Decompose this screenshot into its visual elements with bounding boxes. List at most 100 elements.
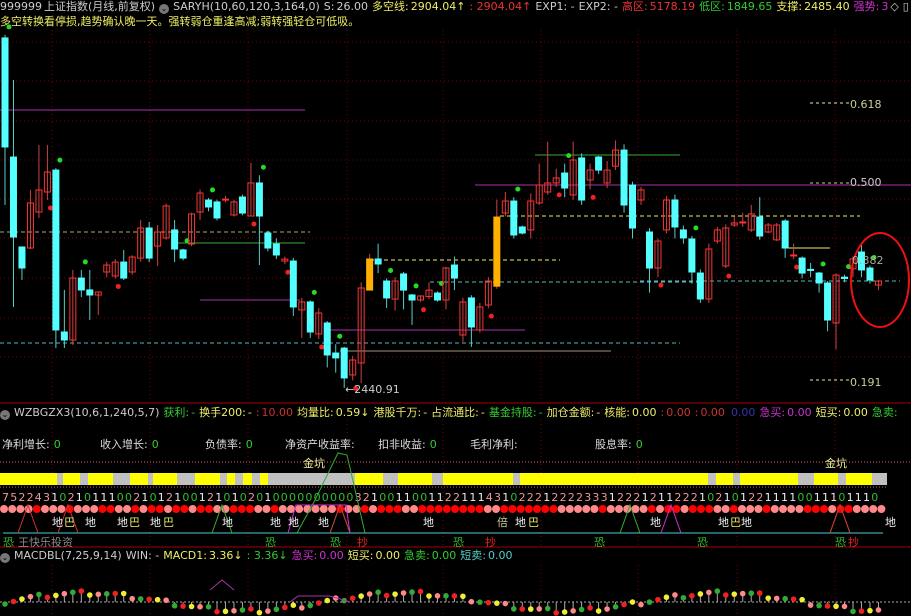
digit-mark: 1 bbox=[428, 491, 435, 504]
candle-body bbox=[94, 291, 102, 296]
green-diamond-marker bbox=[693, 225, 699, 231]
signal-dot bbox=[246, 505, 254, 513]
bao-label: 巴 bbox=[129, 516, 140, 529]
digit-mark: 0 bbox=[732, 491, 739, 504]
period-label: (月线,前复权) bbox=[88, 0, 156, 13]
chao-label: 抄 bbox=[848, 536, 859, 549]
digit-mark: 1 bbox=[502, 491, 509, 504]
candle-body bbox=[756, 216, 764, 237]
panel2-indicator-name[interactable]: WZBGZX3(10,6,1,240,5,7) bbox=[14, 406, 160, 419]
item-value: - bbox=[538, 406, 543, 419]
candle-body bbox=[111, 261, 119, 277]
state-bar-segment bbox=[63, 473, 80, 485]
low-label: 低区: bbox=[699, 0, 725, 13]
state-bar-segment bbox=[252, 473, 260, 485]
signal-dot bbox=[262, 505, 271, 513]
indicator-menu-icon[interactable]: ⌄ bbox=[0, 553, 10, 563]
digit-mark: 0 bbox=[338, 491, 345, 504]
item-value: 0.00 bbox=[666, 406, 691, 419]
macd-marker bbox=[61, 590, 68, 597]
candle-body bbox=[230, 201, 238, 216]
candle-body bbox=[798, 257, 806, 274]
candle-body bbox=[171, 229, 179, 250]
peak-line bbox=[660, 503, 682, 534]
candle-body bbox=[383, 280, 391, 299]
item-value: 0.59↓ bbox=[335, 406, 370, 419]
window-icon[interactable]: ▯ bbox=[902, 0, 909, 13]
candle-body bbox=[671, 199, 679, 228]
red-dot-marker bbox=[726, 273, 732, 279]
green-diamond-marker bbox=[337, 333, 343, 339]
macd-marker bbox=[867, 607, 873, 614]
signal-dot bbox=[49, 505, 58, 513]
digit-mark: 0 bbox=[256, 491, 263, 504]
digit-mark: 2 bbox=[650, 491, 657, 504]
digit-mark: 1 bbox=[642, 491, 649, 504]
candle-body bbox=[679, 229, 687, 239]
candle-body bbox=[188, 213, 196, 245]
fib-0618-label: 0.618 bbox=[850, 98, 882, 111]
signal-dot bbox=[369, 505, 377, 513]
candle-body bbox=[518, 226, 526, 234]
macd-marker bbox=[494, 600, 500, 606]
indicator-menu-icon[interactable]: ⌄ bbox=[0, 410, 10, 420]
digit-mark: 1 bbox=[666, 491, 673, 504]
digit-mark: 2 bbox=[363, 491, 370, 504]
candle-body bbox=[162, 205, 170, 239]
macd-marker bbox=[841, 603, 848, 610]
macd-marker bbox=[188, 603, 195, 610]
strength-value: 3 bbox=[881, 0, 889, 13]
green-diamond-marker bbox=[820, 261, 826, 267]
candle-body bbox=[510, 200, 518, 236]
digit-mark: 1 bbox=[396, 491, 403, 504]
red-dot-marker bbox=[115, 283, 121, 289]
macd-marker bbox=[36, 591, 42, 598]
red-dot-marker bbox=[488, 313, 494, 319]
macd-marker bbox=[612, 604, 619, 610]
signal-label: 地 bbox=[222, 516, 233, 529]
candle-body bbox=[705, 248, 713, 300]
s-label: S: bbox=[323, 0, 335, 13]
fin-value: 0 bbox=[245, 438, 253, 451]
signal-dot bbox=[254, 505, 263, 513]
panel3-indicator-name[interactable]: MACDBL(7,25,9,14) bbox=[14, 549, 122, 562]
diamond-icon[interactable]: ◇ bbox=[890, 0, 899, 13]
main-indicator-name[interactable]: SARYH(10,60,120,3,164,0) bbox=[173, 0, 320, 13]
green-diamond-marker bbox=[260, 164, 266, 170]
signal-dot bbox=[721, 505, 730, 513]
candle-body bbox=[374, 258, 382, 265]
digit-mark: 2 bbox=[625, 491, 632, 504]
fib-0382-label: 0.382 bbox=[852, 254, 884, 267]
digit-mark: 1 bbox=[461, 491, 468, 504]
candle-body bbox=[747, 213, 755, 231]
signal-label: 地 bbox=[718, 516, 729, 529]
candle-body bbox=[221, 198, 229, 201]
panel2-item: 0.00 bbox=[729, 406, 756, 419]
macd-marker bbox=[756, 590, 763, 596]
macd2-value: : 3.36↓ bbox=[246, 549, 288, 562]
candle-body bbox=[391, 280, 399, 300]
item-label: 急买: bbox=[759, 406, 786, 419]
macd-marker bbox=[163, 597, 169, 604]
candle-body bbox=[9, 156, 17, 238]
digit-mark: 3 bbox=[592, 491, 599, 504]
state-bar-segment bbox=[716, 473, 733, 485]
candle-body bbox=[773, 224, 781, 241]
macd-marker bbox=[443, 593, 449, 599]
signal-dot bbox=[344, 505, 353, 513]
candle-body bbox=[433, 292, 441, 301]
signal-dot bbox=[697, 505, 705, 513]
macd-marker bbox=[324, 597, 331, 604]
candle-body bbox=[544, 182, 552, 193]
panel2-item: 加仓金额: - bbox=[547, 406, 601, 419]
peak-line bbox=[619, 503, 641, 534]
macd-marker bbox=[689, 592, 695, 599]
indicator-menu-icon[interactable]: ⌄ bbox=[159, 4, 170, 14]
digit-mark: 2 bbox=[715, 491, 722, 504]
macd-marker bbox=[799, 596, 805, 603]
signal-dot bbox=[582, 505, 591, 513]
fin-label: 毛利净利: bbox=[470, 438, 518, 451]
macd-marker bbox=[477, 599, 483, 605]
macd-marker bbox=[366, 591, 373, 597]
state-bar-segment bbox=[733, 473, 740, 485]
